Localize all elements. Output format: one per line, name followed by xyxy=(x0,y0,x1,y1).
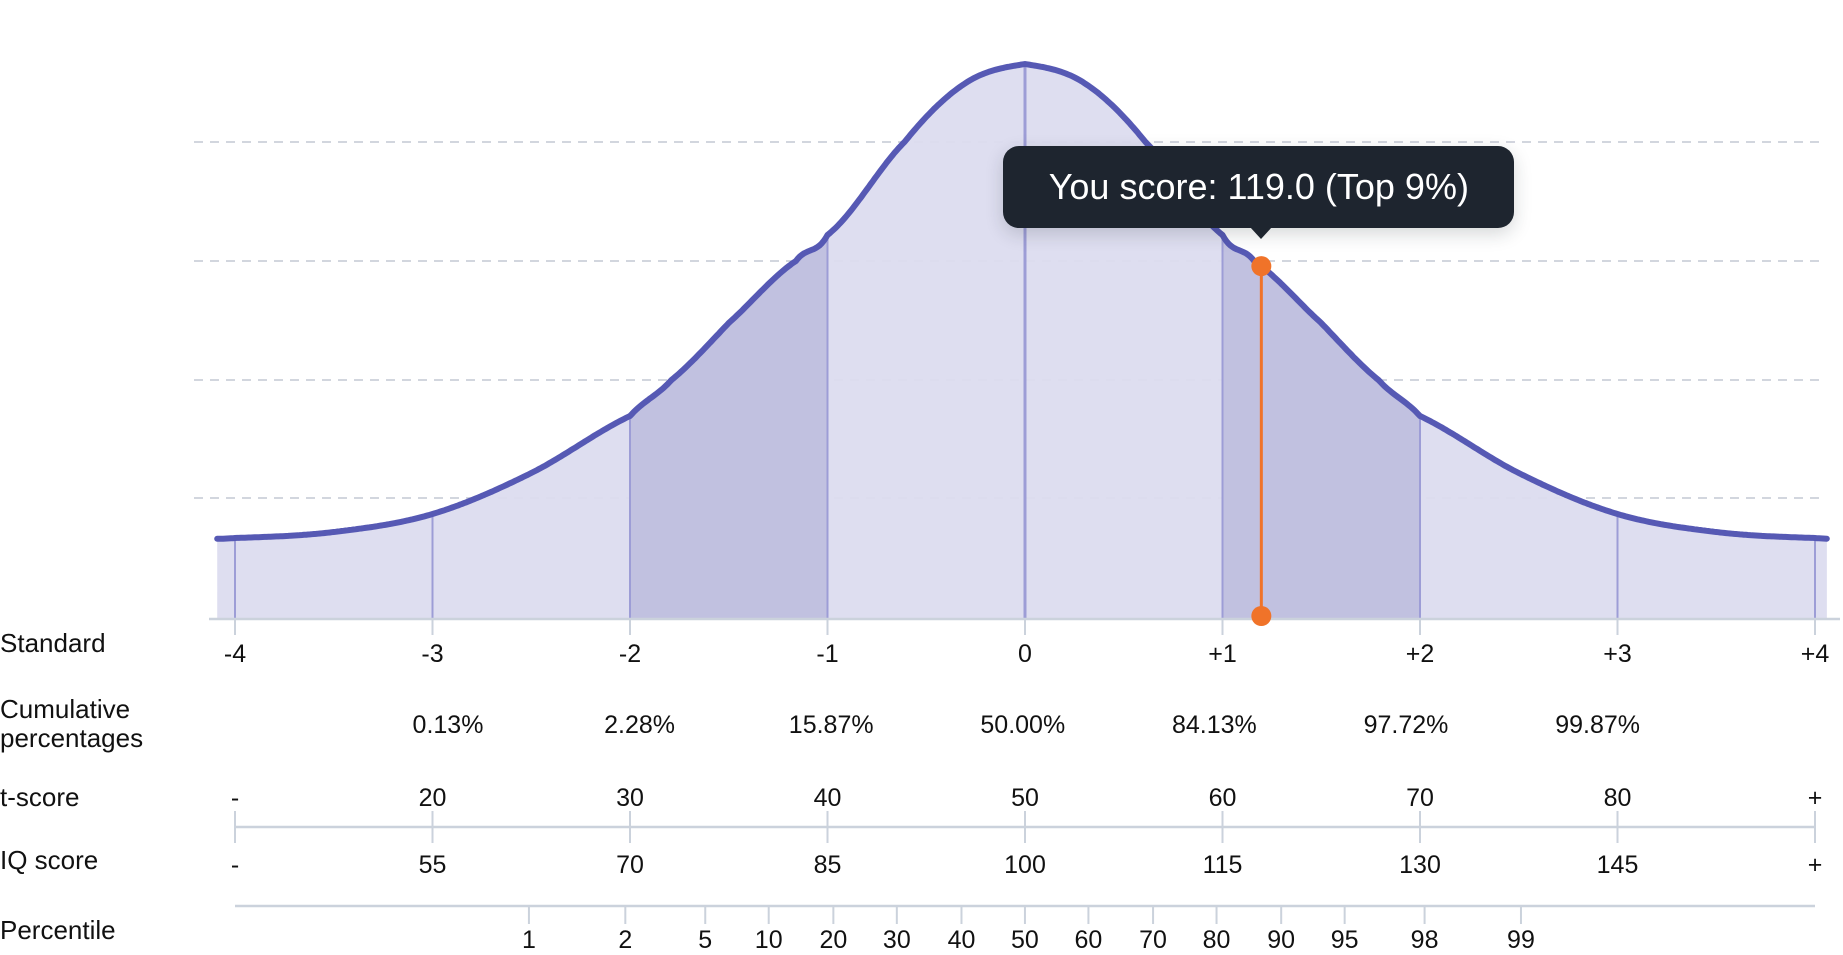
cumulative-percentage-label: 15.87% xyxy=(789,711,874,739)
iq-tick-label: 55 xyxy=(419,851,447,879)
cumulative-percentage-label: 0.13% xyxy=(413,711,484,739)
iq-tick-label: 70 xyxy=(616,851,644,879)
percentile-tick-label: 10 xyxy=(755,926,783,954)
percentile-tick-label: 40 xyxy=(948,926,976,954)
cumulative-percentage-label: 99.87% xyxy=(1555,711,1640,739)
iq-tick-label: 115 xyxy=(1203,851,1243,879)
row-label-tscore: t-score xyxy=(0,782,80,812)
score-tooltip: You score: 119.0 (Top 9%) xyxy=(1003,146,1515,239)
percentile-tick-label: 99 xyxy=(1507,926,1535,954)
percentile-tick-label: 2 xyxy=(618,926,632,954)
row-label-cumulative-2: percentages xyxy=(0,723,144,753)
cumulative-percentage-label: 50.00% xyxy=(980,711,1065,739)
percentile-tick-label: 60 xyxy=(1075,926,1103,954)
tscore-tick-label: 50 xyxy=(1011,784,1039,812)
tscore-tick-label: 40 xyxy=(814,784,842,812)
iq-tick-label: 85 xyxy=(814,851,842,879)
score-tooltip-text: You score: 119.0 (Top 9%) xyxy=(1048,166,1469,207)
standard-tick-label: 0 xyxy=(1018,640,1032,668)
cumulative-percentage-label: 2.28% xyxy=(604,711,675,739)
distribution-curve xyxy=(214,60,1830,542)
iq-tick-label: 130 xyxy=(1399,851,1441,879)
percentile-tick-label: 98 xyxy=(1411,926,1439,954)
row-label-percentile: Percentile xyxy=(0,915,116,945)
tscore-tick-label: 20 xyxy=(419,784,447,812)
iq-tick-label: + xyxy=(1808,851,1823,879)
cumulative-percentage-label: 97.72% xyxy=(1364,711,1449,739)
tscore-tick-label: + xyxy=(1808,784,1823,812)
percentile-tick-label: 70 xyxy=(1139,926,1167,954)
percentile-tick-label: 80 xyxy=(1203,926,1231,954)
percentile-tick-label: 20 xyxy=(819,926,847,954)
percentile-tick-label: 95 xyxy=(1331,926,1359,954)
tscore-tick-label: 30 xyxy=(616,784,644,812)
tscore-tick-label: 60 xyxy=(1209,784,1237,812)
percentile-tick-label: 5 xyxy=(698,926,712,954)
curve-area xyxy=(217,64,1827,618)
highlighted-band xyxy=(630,235,828,618)
percentile-tick-label: 30 xyxy=(883,926,911,954)
iq-tick-label: 100 xyxy=(1004,851,1046,879)
standard-tick-label: +1 xyxy=(1208,640,1237,668)
standard-tick-label: -1 xyxy=(816,640,838,668)
iq-tick-label: - xyxy=(231,851,239,879)
score-marker-top-dot xyxy=(1251,256,1272,277)
row-label-iq: IQ score xyxy=(0,845,99,875)
score-marker-base-dot xyxy=(1251,606,1272,626)
standard-tick-label: +4 xyxy=(1801,640,1830,668)
standard-tick-label: -2 xyxy=(619,640,641,668)
tscore-tick-label: 70 xyxy=(1406,784,1434,812)
standard-tick-label: +2 xyxy=(1406,640,1435,668)
tscore-tick-label: - xyxy=(231,784,239,812)
percentile-tick-label: 50 xyxy=(1011,926,1039,954)
standard-tick-label: -4 xyxy=(224,640,246,668)
row-label-standard: Standard xyxy=(0,628,106,658)
percentile-tick-label: 90 xyxy=(1267,926,1295,954)
standard-tick-label: +3 xyxy=(1603,640,1632,668)
tscore-tick-label: 80 xyxy=(1604,784,1632,812)
iq-tick-label: 145 xyxy=(1597,851,1639,879)
cumulative-percentage-label: 84.13% xyxy=(1172,711,1257,739)
highlighted-band xyxy=(1222,235,1420,618)
percentile-tick-label: 1 xyxy=(522,926,536,954)
standard-tick-label: -3 xyxy=(421,640,443,668)
row-label-cumulative-1: Cumulative xyxy=(0,694,131,724)
